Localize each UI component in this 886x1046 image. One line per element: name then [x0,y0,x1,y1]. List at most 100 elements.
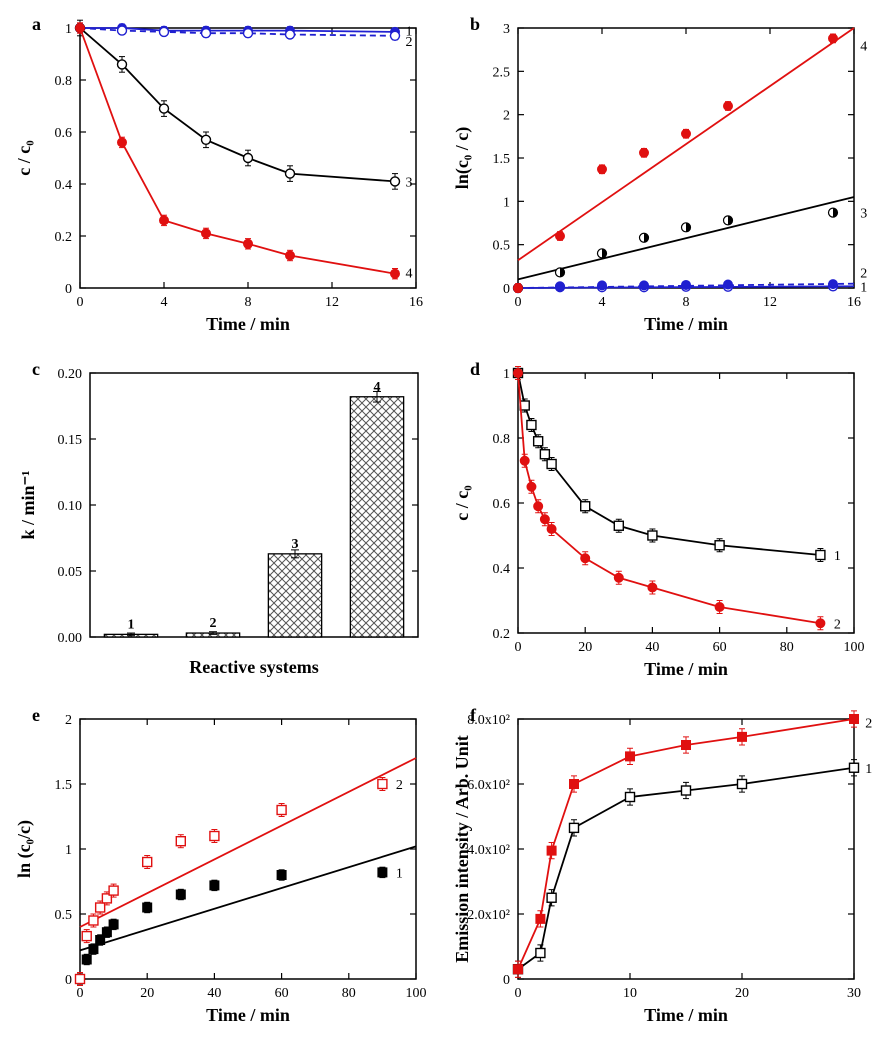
svg-text:e: e [32,705,40,725]
svg-text:4: 4 [860,39,867,54]
svg-text:0: 0 [503,973,510,988]
svg-text:1: 1 [503,195,510,210]
svg-text:0.15: 0.15 [58,433,83,448]
svg-text:80: 80 [342,986,356,1001]
svg-text:0.2: 0.2 [493,627,511,642]
svg-text:c / c₀: c / c₀ [14,140,34,175]
svg-text:Time / min: Time / min [644,659,728,679]
svg-text:0: 0 [515,986,522,1001]
svg-text:1: 1 [860,280,867,295]
svg-text:1: 1 [834,549,841,564]
svg-text:0.20: 0.20 [58,367,83,382]
panel-f: f010203002.0x10²4.0x10²6.0x10²8.0x10²Tim… [448,701,876,1036]
svg-text:Reactive systems: Reactive systems [189,657,318,677]
svg-text:2.5: 2.5 [493,65,511,80]
svg-text:1: 1 [65,843,72,858]
svg-text:16: 16 [847,295,861,310]
svg-text:4: 4 [161,295,168,310]
svg-text:100: 100 [406,986,427,1001]
svg-text:0: 0 [77,295,84,310]
svg-text:8: 8 [245,295,252,310]
svg-text:80: 80 [780,640,794,655]
svg-text:1: 1 [65,22,72,37]
svg-text:2: 2 [503,109,510,124]
svg-text:b: b [470,14,480,34]
svg-text:2: 2 [396,778,403,793]
svg-text:c / c₀: c / c₀ [452,486,472,521]
svg-text:2: 2 [406,35,413,50]
svg-text:4: 4 [374,380,381,395]
svg-text:2: 2 [65,713,72,728]
svg-text:60: 60 [275,986,289,1001]
svg-text:2: 2 [860,266,867,281]
svg-text:3: 3 [503,22,510,37]
svg-text:0: 0 [65,973,72,988]
svg-text:1.5: 1.5 [55,778,73,793]
panel-a: a048121600.20.40.60.81Time / minc / c₀12… [10,10,438,345]
svg-text:Time / min: Time / min [206,1005,290,1025]
svg-text:10: 10 [623,986,637,1001]
svg-text:Time / min: Time / min [644,1005,728,1025]
svg-text:0.4: 0.4 [493,562,511,577]
svg-text:2.0x10²: 2.0x10² [467,908,510,923]
svg-text:3: 3 [406,175,413,190]
svg-text:20: 20 [735,986,749,1001]
svg-text:3: 3 [860,207,867,222]
svg-text:0.8: 0.8 [55,74,73,89]
panel-c: c 0.00 0.05 0.10 0.15 0.20 Reactive systems k /… [10,355,438,690]
svg-text:2: 2 [865,716,872,731]
svg-text:0: 0 [515,640,522,655]
svg-text:k / min⁻¹: k / min⁻¹ [18,471,38,540]
svg-text:2: 2 [834,618,841,633]
svg-text:1: 1 [503,367,510,382]
svg-text:0.4: 0.4 [55,178,73,193]
svg-text:4.0x10²: 4.0x10² [467,843,510,858]
svg-text:12: 12 [763,295,777,310]
svg-text:1: 1 [128,618,135,633]
svg-text:0.6: 0.6 [493,497,511,512]
svg-text:0: 0 [77,986,84,1001]
svg-text:1: 1 [396,866,403,881]
svg-text:d: d [470,359,480,379]
svg-text:0.6: 0.6 [55,126,73,141]
svg-text:Time / min: Time / min [644,314,728,334]
svg-text:60: 60 [713,640,727,655]
svg-text:0: 0 [515,295,522,310]
figure-grid: a048121600.20.40.60.81Time / minc / c₀12… [10,10,876,1036]
svg-text:0: 0 [503,282,510,297]
svg-text:8.0x10²: 8.0x10² [467,713,510,728]
panel-e: e 0 20 40 60 80 100 0 0.5 1 1.5 2 Time / min ln (c₀/c… [10,701,438,1036]
svg-text:0.00: 0.00 [58,631,83,646]
svg-text:8: 8 [683,295,690,310]
svg-text:12: 12 [325,295,339,310]
svg-text:0.10: 0.10 [58,499,83,514]
svg-text:20: 20 [140,986,154,1001]
panel-b: b048121600.511.522.53Time / minln(c₀ / c… [448,10,876,345]
svg-text:0.05: 0.05 [58,565,83,580]
svg-text:100: 100 [844,640,865,655]
svg-text:40: 40 [645,640,659,655]
svg-text:3: 3 [292,537,299,552]
svg-text:a: a [32,14,41,34]
svg-text:ln (c₀/c): ln (c₀/c) [14,820,35,878]
svg-text:Time / min: Time / min [206,314,290,334]
panel-d: d 0 20 40 60 80 100 0.2 0.4 0.6 0.8 1 Time / min c / … [448,355,876,690]
svg-text:4: 4 [599,295,606,310]
svg-text:16: 16 [409,295,423,310]
svg-text:c: c [32,359,40,379]
svg-text:Emission intensity / Arb. Unit: Emission intensity / Arb. Unit [452,735,472,963]
svg-text:2: 2 [210,616,217,631]
svg-text:1: 1 [865,761,872,776]
svg-text:0: 0 [65,282,72,297]
svg-text:30: 30 [847,986,861,1001]
svg-text:0.8: 0.8 [493,432,511,447]
svg-text:4: 4 [406,266,413,281]
svg-text:0.5: 0.5 [493,239,511,254]
svg-text:40: 40 [207,986,221,1001]
svg-text:0.2: 0.2 [55,230,73,245]
svg-text:1.5: 1.5 [493,152,511,167]
svg-text:20: 20 [578,640,592,655]
svg-text:0.5: 0.5 [55,908,73,923]
svg-text:6.0x10²: 6.0x10² [467,778,510,793]
svg-text:ln(c₀ / c): ln(c₀ / c) [452,127,473,189]
